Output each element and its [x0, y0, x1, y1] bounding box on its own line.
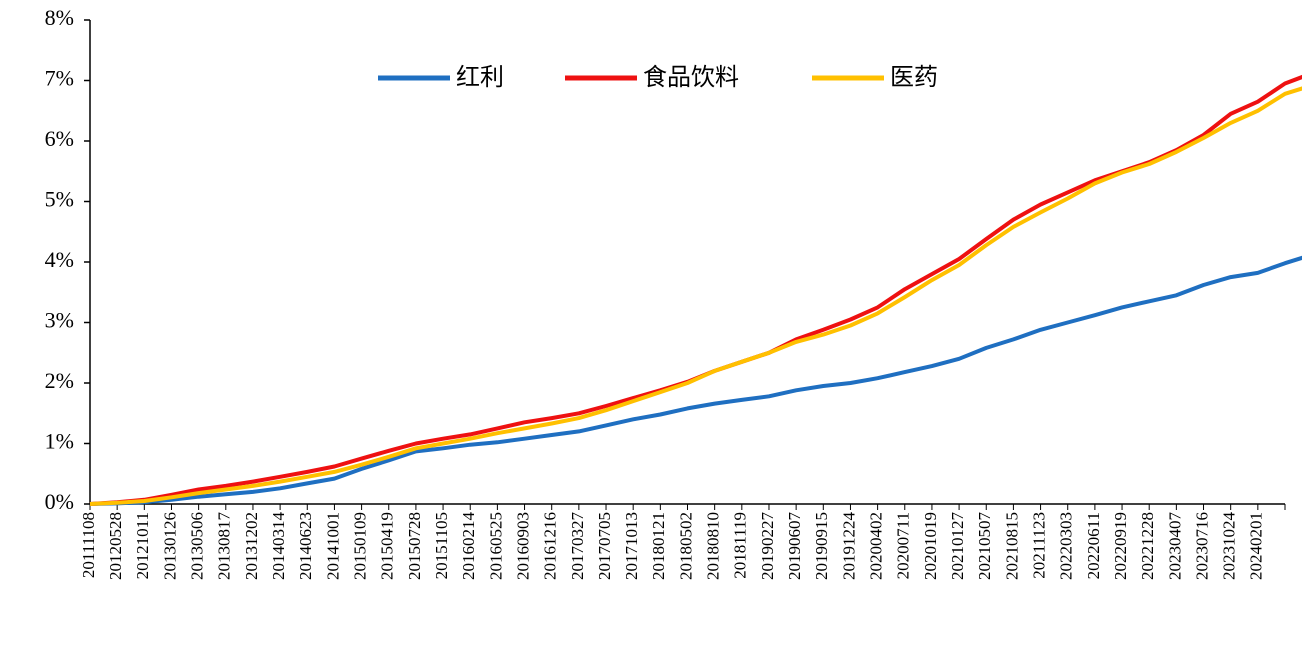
x-tick-label: 20221228	[1138, 512, 1157, 580]
x-tick-label: 20211123	[1029, 512, 1048, 579]
x-tick-label: 20231024	[1220, 512, 1239, 581]
x-tick-label: 20140314	[269, 512, 288, 581]
x-tick-label: 20160214	[459, 512, 478, 581]
x-tick-label: 20191224	[839, 512, 858, 581]
x-tick-label: 20190915	[812, 512, 831, 580]
x-tick-label: 20190227	[758, 512, 777, 581]
x-tick-label: 20120528	[106, 512, 125, 580]
y-tick-label: 2%	[45, 368, 74, 393]
x-tick-label: 20130126	[160, 512, 179, 580]
x-tick-label: 20200402	[867, 512, 886, 580]
x-tick-label: 20180810	[704, 512, 723, 580]
y-tick-label: 5%	[45, 187, 74, 212]
x-tick-label: 20150419	[378, 512, 397, 580]
y-tick-label: 4%	[45, 247, 74, 272]
x-tick-label: 20201019	[921, 512, 940, 580]
x-tick-label: 20140623	[296, 512, 315, 580]
x-tick-label: 20130506	[188, 512, 207, 580]
y-tick-label: 3%	[45, 308, 74, 333]
x-tick-label: 20130817	[215, 512, 234, 581]
series-line	[89, 74, 1302, 506]
x-tick-label: 20111108	[79, 512, 98, 578]
x-tick-label: 20240201	[1247, 512, 1266, 580]
x-tick-label: 20180502	[676, 512, 695, 580]
series-line	[89, 86, 1302, 506]
x-tick-label: 20200711	[894, 512, 913, 579]
x-tick-label: 20230716	[1192, 512, 1211, 580]
x-tick-label: 20181119	[731, 512, 750, 579]
series-line	[89, 255, 1302, 506]
x-tick-label: 20160903	[513, 512, 532, 580]
x-tick-label: 20151105	[432, 512, 451, 579]
x-tick-label: 20150728	[405, 512, 424, 580]
x-tick-label: 20150109	[350, 512, 369, 580]
y-tick-label: 0%	[45, 489, 74, 514]
legend-label: 医药	[890, 63, 938, 91]
x-tick-label: 20131202	[242, 512, 261, 580]
x-tick-label: 20210127	[948, 512, 967, 581]
y-tick-label: 6%	[45, 126, 74, 151]
x-tick-label: 20170705	[595, 512, 614, 580]
legend-label: 食品饮料	[643, 63, 739, 91]
legend-label: 红利	[456, 63, 504, 91]
x-tick-label: 20160525	[486, 512, 505, 580]
x-tick-label: 20170327	[568, 512, 587, 581]
y-tick-label: 7%	[45, 66, 74, 91]
x-tick-label: 20220303	[1057, 512, 1076, 580]
x-tick-label: 20210815	[1002, 512, 1021, 580]
x-tick-label: 20220611	[1084, 512, 1103, 579]
y-tick-label: 8%	[45, 5, 74, 30]
x-tick-label: 20141001	[323, 512, 342, 580]
x-tick-label: 20190607	[785, 512, 804, 581]
x-tick-label: 20161216	[541, 512, 560, 580]
x-tick-label: 20180121	[649, 512, 668, 580]
x-tick-label: 20210507	[975, 512, 994, 581]
x-tick-label: 20230407	[1165, 512, 1184, 581]
x-tick-label: 20171013	[622, 512, 641, 580]
y-tick-label: 1%	[45, 429, 74, 454]
x-tick-label: 20220919	[1111, 512, 1130, 580]
x-tick-label: 20121011	[133, 512, 152, 579]
